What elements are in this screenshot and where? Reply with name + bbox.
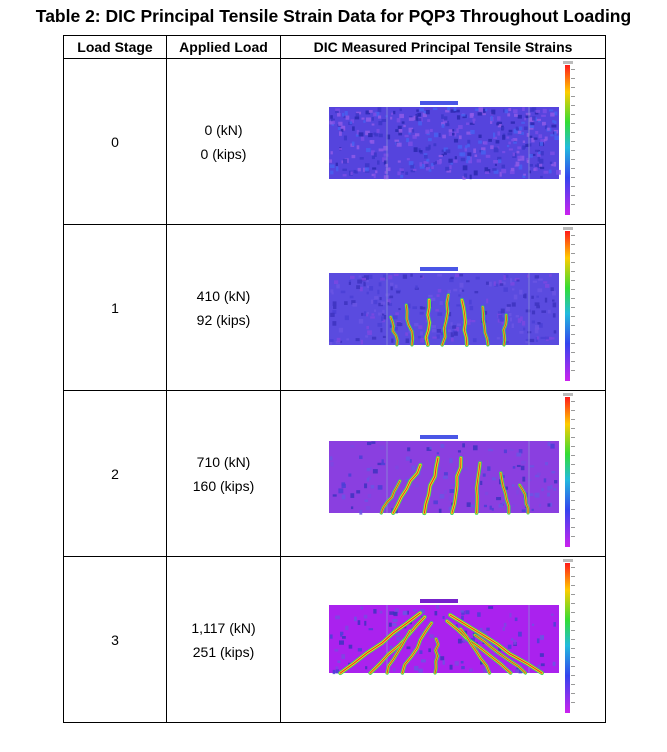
applied-load-kn: 0 (kN): [204, 121, 243, 138]
loading-plate: [420, 435, 458, 439]
column-header-load-stage: Load Stage: [63, 35, 167, 59]
load-stage-cell: 1: [63, 224, 167, 391]
table-row: 1 410 (kN) 92 (kips): [63, 224, 606, 391]
loading-plate: [420, 101, 458, 105]
dic-image-cell: [280, 390, 606, 557]
dic-strain-contour-image: [329, 559, 575, 713]
table-row: 2 710 (kN) 160 (kips): [63, 390, 606, 557]
strain-colorbar: [565, 563, 570, 713]
applied-load-kips: 160 (kips): [192, 477, 255, 494]
applied-load-kips: 92 (kips): [196, 311, 251, 328]
dic-strain-contour-image: [329, 61, 575, 215]
applied-load-kn: 710 (kN): [196, 453, 251, 470]
applied-load-cell: 410 (kN) 92 (kips): [166, 224, 281, 391]
applied-load-kips: 0 (kips): [200, 145, 247, 162]
column-header-dic-strains: DIC Measured Principal Tensile Strains: [280, 35, 606, 59]
table-row: 0 0 (kN) 0 (kips): [63, 58, 606, 225]
dic-image-cell: [280, 556, 606, 723]
applied-load-kn: 410 (kN): [196, 287, 251, 304]
load-stage-cell: 3: [63, 556, 167, 723]
applied-load-kips: 251 (kips): [192, 643, 255, 660]
load-stage-cell: 0: [63, 58, 167, 225]
loading-plate: [420, 267, 458, 271]
loading-plate: [420, 599, 458, 603]
column-header-applied-load: Applied Load: [166, 35, 281, 59]
strain-colorbar: [565, 65, 570, 215]
applied-load-cell: 0 (kN) 0 (kips): [166, 58, 281, 225]
dic-image-cell: [280, 224, 606, 391]
applied-load-cell: 710 (kN) 160 (kips): [166, 390, 281, 557]
applied-load-cell: 1,117 (kN) 251 (kips): [166, 556, 281, 723]
strain-colorbar: [565, 397, 570, 547]
load-stage-cell: 2: [63, 390, 167, 557]
dic-strain-contour-image: [329, 393, 575, 547]
dic-strain-contour-image: [329, 227, 575, 381]
strain-colorbar: [565, 231, 570, 381]
dic-strain-table: Load Stage Applied Load DIC Measured Pri…: [63, 35, 606, 723]
table-header-row: Load Stage Applied Load DIC Measured Pri…: [63, 35, 606, 59]
applied-load-kn: 1,117 (kN): [191, 619, 256, 636]
table-row: 3 1,117 (kN) 251 (kips): [63, 556, 606, 723]
table-title: Table 2: DIC Principal Tensile Strain Da…: [35, 6, 632, 26]
dic-image-cell: [280, 58, 606, 225]
